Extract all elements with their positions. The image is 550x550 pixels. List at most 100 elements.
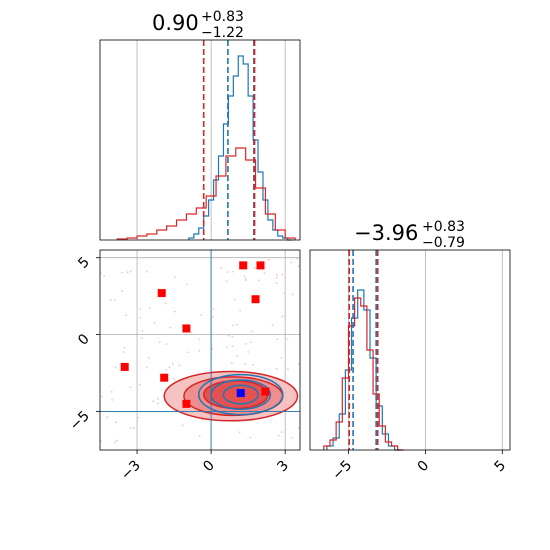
sample-dot [247, 351, 250, 353]
sample-dot [250, 341, 252, 343]
sample-dot [243, 275, 246, 278]
sample-dot [212, 308, 215, 310]
x-tick-label: 0 [200, 458, 218, 476]
sample-dot [200, 314, 202, 317]
chart-title: 0.90 +0.83 −1.22 [152, 9, 244, 41]
sample-dot [200, 418, 203, 421]
truth-lines [100, 250, 300, 450]
sample-dot [211, 347, 214, 350]
sample-dot [136, 262, 139, 265]
sample-dot [168, 366, 171, 369]
sample-dot [139, 316, 142, 319]
red-marker-point [239, 261, 248, 270]
sample-dot [283, 292, 286, 295]
sample-dot [152, 400, 155, 403]
sample-dot [109, 299, 112, 302]
sample-dot [158, 341, 161, 344]
sample-dot [297, 265, 300, 268]
blue-marker-point [236, 389, 245, 398]
sample-dot [181, 424, 184, 427]
red-marker-point [160, 373, 169, 382]
sample-dot [173, 310, 176, 313]
y-tick-label: 5 [75, 254, 93, 272]
panel-bottom-right-histogram: −5 0 5 −3.96 +0.83 −0.79 [309, 219, 511, 484]
histogram-series [116, 55, 296, 241]
sample-dot [281, 315, 283, 318]
sample-dot [145, 270, 148, 273]
sample-dot [164, 302, 167, 305]
y-tick-labels: 5 0 −5 [67, 254, 100, 434]
sample-dot [226, 271, 229, 273]
sample-dot [100, 440, 102, 443]
sample-dot [110, 390, 113, 393]
sample-dot [232, 324, 234, 327]
panel-bottom-left-2d: −3 0 3 5 0 −5 [67, 249, 301, 484]
sample-dot [276, 338, 279, 341]
sample-dot [231, 270, 234, 273]
y-tick-label: 0 [75, 331, 93, 349]
sample-dot [156, 402, 159, 405]
sample-dot [296, 257, 298, 260]
sample-dot [225, 346, 228, 348]
blue-contour-5 [222, 384, 259, 405]
sample-dot [133, 426, 136, 429]
sample-dot [103, 275, 106, 278]
density-contours [163, 370, 299, 422]
sample-dot [198, 338, 201, 341]
axes-frame [309, 249, 511, 451]
sample-dot [186, 283, 189, 286]
sample-dot [276, 276, 278, 279]
sample-dot [220, 266, 222, 269]
axes-frame [99, 249, 301, 451]
sample-dot [165, 343, 168, 346]
sample-dot [275, 282, 278, 285]
sample-dot [225, 280, 228, 283]
sample-dot [235, 355, 238, 357]
sample-dot [212, 315, 214, 318]
x-tick-label: 0 [415, 458, 433, 476]
sample-dot [125, 314, 128, 317]
x-tick-label: 3 [274, 458, 292, 476]
sample-dot [277, 434, 280, 437]
sample-dot [231, 362, 233, 364]
sample-dot [275, 367, 278, 370]
sample-dot [298, 400, 300, 403]
sample-dot [291, 293, 294, 296]
sample-dot [129, 386, 132, 389]
sample-dot [283, 314, 286, 317]
red-marker-point [182, 399, 191, 408]
histogram-series [323, 289, 404, 451]
x-tick-label: −5 [329, 458, 355, 484]
sample-dot [122, 351, 125, 353]
sample-dot [251, 330, 254, 333]
sample-dot [121, 271, 123, 274]
grid [100, 250, 300, 450]
x-tick-label: 5 [492, 458, 510, 476]
sample-dot [138, 383, 141, 386]
sample-dot [146, 366, 148, 369]
title-value: 0.90 [152, 11, 199, 35]
sample-dot [297, 427, 300, 430]
x-tick-label: −3 [118, 458, 144, 484]
sample-dot [281, 273, 284, 276]
sample-dot [258, 279, 260, 282]
sample-dot [198, 435, 201, 438]
sample-dot [244, 343, 247, 345]
red-marker-point [251, 295, 260, 304]
sample-dot [111, 398, 114, 401]
sample-dot [244, 278, 247, 280]
y-tick-label: −5 [67, 408, 93, 434]
sample-dot [140, 337, 143, 340]
sample-dot [129, 270, 132, 273]
sample-dot [263, 272, 266, 275]
red-marker-point [182, 324, 191, 333]
sample-dot [126, 271, 129, 274]
title-lower: −1.22 [201, 25, 244, 41]
sample-dot [169, 326, 172, 329]
red-marker-point [256, 261, 265, 270]
sample-dot [121, 290, 124, 292]
sample-dot [286, 338, 289, 341]
sample-dot [153, 322, 156, 324]
sample-dot [271, 324, 274, 326]
chart-title: −3.96 +0.83 −0.79 [354, 219, 465, 251]
